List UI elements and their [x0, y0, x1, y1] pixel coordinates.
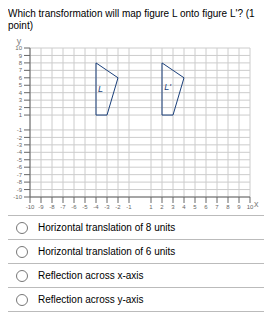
svg-text:7: 7	[215, 204, 219, 210]
svg-text:7: 7	[19, 67, 23, 73]
svg-text:2: 2	[19, 105, 23, 111]
svg-text:L': L'	[164, 82, 171, 92]
html-text:Horizontal translation of 8 un: Horizontal translation of 8 units	[38, 222, 176, 233]
svg-text:-7: -7	[17, 172, 23, 178]
svg-text:-8: -8	[17, 179, 23, 185]
svg-text:4: 4	[19, 90, 23, 96]
svg-text:2: 2	[160, 204, 164, 210]
svg-text:-8: -8	[49, 204, 55, 210]
svg-text:x: x	[254, 199, 259, 209]
svg-text:-5: -5	[82, 204, 88, 210]
html-text:Horizontal translation of 6 un: Horizontal translation of 6 units	[38, 246, 176, 257]
svg-text:y: y	[17, 36, 22, 46]
html-text:Which transformation will map: Which transformation will map figure L o…	[8, 8, 255, 31]
svg-text:-5: -5	[17, 157, 23, 163]
svg-text:8: 8	[19, 60, 23, 66]
svg-text:10: 10	[15, 45, 22, 51]
svg-text:-10: -10	[26, 204, 35, 210]
svg-text:-1: -1	[17, 127, 23, 133]
svg-text:-6: -6	[17, 164, 23, 170]
svg-text:1: 1	[19, 112, 23, 118]
svg-text:-9: -9	[38, 204, 44, 210]
svg-text:5: 5	[19, 82, 23, 88]
svg-text:-7: -7	[60, 204, 66, 210]
svg-text:-2: -2	[17, 135, 23, 141]
svg-text:-4: -4	[17, 149, 23, 155]
svg-text:-6: -6	[71, 204, 77, 210]
svg-text:1: 1	[149, 204, 153, 210]
svg-text:4: 4	[182, 204, 186, 210]
svg-text:9: 9	[237, 204, 241, 210]
svg-text:8: 8	[226, 204, 230, 210]
svg-text:5: 5	[193, 204, 197, 210]
svg-text:6: 6	[19, 75, 23, 81]
svg-text:-3: -3	[17, 142, 23, 148]
svg-text:-1: -1	[126, 204, 132, 210]
svg-text:-10: -10	[13, 194, 22, 200]
svg-text:L: L	[98, 84, 103, 94]
svg-text:3: 3	[19, 97, 23, 103]
html-text:Reflection across y-axis: Reflection across y-axis	[38, 294, 144, 305]
svg-text:9: 9	[19, 53, 23, 59]
svg-text:-2: -2	[115, 204, 121, 210]
svg-text:6: 6	[204, 204, 208, 210]
svg-text:-4: -4	[93, 204, 99, 210]
html-text:Reflection across x-axis: Reflection across x-axis	[38, 270, 144, 281]
svg-text:10: 10	[247, 204, 254, 210]
svg-text:-9: -9	[17, 187, 23, 193]
svg-text:-3: -3	[104, 204, 110, 210]
svg-text:3: 3	[171, 204, 175, 210]
